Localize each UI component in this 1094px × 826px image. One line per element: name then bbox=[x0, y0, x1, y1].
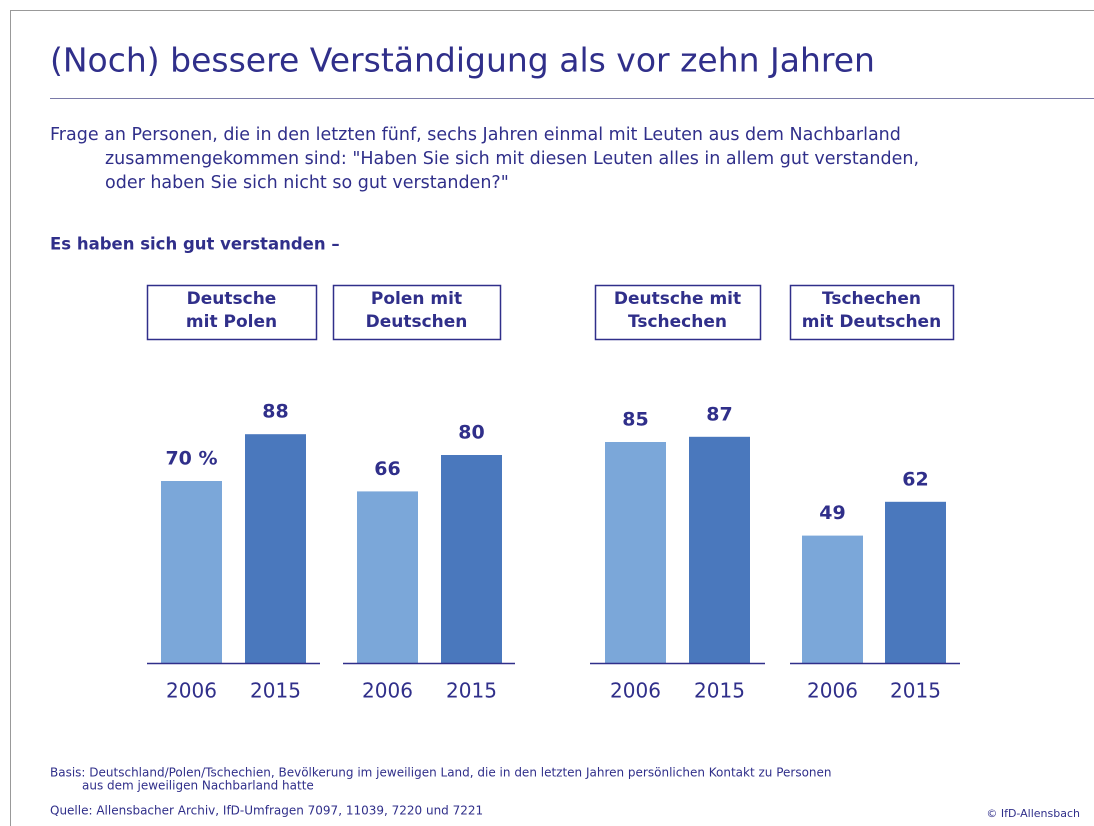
bar bbox=[245, 434, 306, 663]
panel-box bbox=[789, 284, 955, 341]
x-tick-label: 2006 bbox=[166, 679, 217, 703]
panel-box bbox=[332, 284, 502, 341]
bar bbox=[161, 481, 222, 663]
bar bbox=[885, 501, 946, 663]
bar bbox=[441, 455, 502, 663]
panel-title: Deutsche mit bbox=[614, 289, 741, 309]
panel-title: mit Deutschen bbox=[802, 312, 941, 332]
question-line: Frage an Personen, die in den letzten fü… bbox=[50, 125, 901, 145]
subheading: Es haben sich gut verstanden – bbox=[50, 235, 340, 254]
bar bbox=[605, 442, 666, 663]
x-tick-label: 2015 bbox=[890, 679, 941, 703]
x-tick-label: 2015 bbox=[694, 679, 745, 703]
question-line: oder haben Sie sich nicht so gut verstan… bbox=[105, 173, 509, 193]
panel-box bbox=[594, 284, 762, 341]
panel-title: Tschechen bbox=[628, 312, 727, 332]
x-tick-label: 2015 bbox=[446, 679, 497, 703]
panel-title: Polen mit bbox=[371, 289, 462, 309]
panel-title: Deutsche bbox=[187, 289, 277, 309]
x-tick-label: 2006 bbox=[610, 679, 661, 703]
value-label: 88 bbox=[262, 401, 288, 423]
basis-line: Basis: Deutschland/Polen/Tschechien, Bev… bbox=[50, 766, 832, 780]
panel-title: mit Polen bbox=[186, 312, 277, 332]
basis-line: aus dem jeweiligen Nachbarland hatte bbox=[82, 779, 314, 793]
bar bbox=[357, 491, 418, 663]
value-label: 87 bbox=[706, 403, 732, 425]
bar bbox=[802, 535, 863, 663]
value-label: 62 bbox=[902, 468, 928, 490]
source: Quelle: Allensbacher Archiv, IfD-Umfrage… bbox=[50, 804, 483, 818]
panel-box bbox=[146, 284, 318, 341]
value-label: 49 bbox=[819, 502, 845, 524]
value-label: 66 bbox=[374, 458, 400, 480]
page-title: (Noch) bessere Verständigung als vor zeh… bbox=[50, 41, 875, 80]
value-label: 80 bbox=[458, 422, 484, 444]
frame bbox=[10, 10, 1094, 826]
x-tick-label: 2006 bbox=[362, 679, 413, 703]
bar bbox=[689, 436, 750, 663]
question-line: zusammengekommen sind: "Haben Sie sich m… bbox=[105, 149, 919, 169]
value-label: 85 bbox=[622, 409, 648, 431]
panel-title: Deutschen bbox=[366, 312, 468, 332]
panel-title: Tschechen bbox=[822, 289, 921, 309]
value-label: 70 % bbox=[165, 448, 217, 470]
x-tick-label: 2015 bbox=[250, 679, 301, 703]
x-tick-label: 2006 bbox=[807, 679, 858, 703]
copyright: © IfD-Allensbach bbox=[986, 807, 1080, 820]
